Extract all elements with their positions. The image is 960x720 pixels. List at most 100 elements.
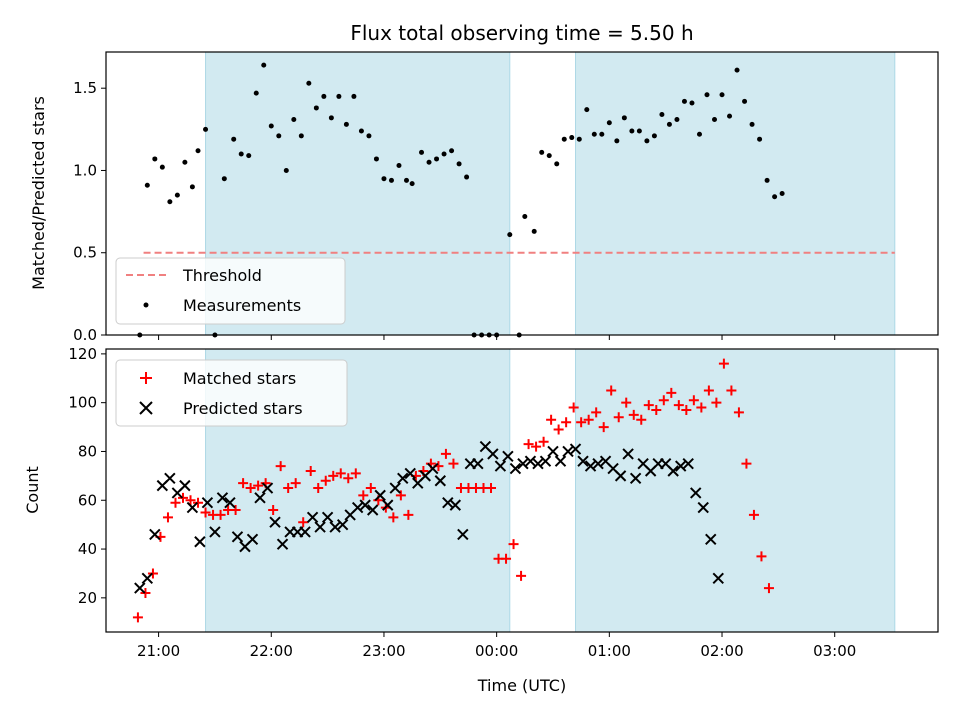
y-tick-label: 60: [78, 491, 97, 509]
matched-stars-point: [666, 387, 677, 398]
y-tick-label: 20: [78, 589, 97, 607]
measurement-point: [403, 177, 409, 183]
measurement-point: [749, 121, 755, 127]
measurement-point: [674, 116, 680, 122]
measurement-point: [253, 90, 259, 96]
measurement-point: [659, 112, 665, 118]
matched-stars-point: [733, 407, 744, 418]
matched-stars-point: [546, 414, 557, 425]
measurement-point: [189, 184, 195, 190]
matched-stars-point: [508, 539, 519, 550]
measurement-point: [167, 199, 173, 205]
predicted-stars-point: [547, 445, 559, 458]
ratio-panel-legend: Threshold Measurements: [115, 257, 346, 325]
predicted-stars-point: [592, 457, 604, 470]
measurement-point: [328, 115, 334, 121]
predicted-stars-point: [134, 582, 146, 594]
matched-stars-point: [350, 468, 361, 479]
predicted-stars-point: [194, 536, 206, 548]
matched-stars-point: [516, 570, 527, 581]
matched-stars-point: [178, 492, 189, 503]
matched-stars-point: [328, 470, 339, 481]
matched-stars-point: [313, 483, 324, 494]
measurement-point: [182, 159, 188, 165]
matched-stars-point: [636, 414, 647, 425]
y-tick-label: 80: [78, 442, 97, 460]
measurement-point: [268, 123, 274, 129]
matched-stars-point: [305, 465, 316, 476]
x-tick-label: 21:00: [137, 642, 180, 660]
measurement-point: [576, 136, 582, 142]
predicted-stars-point: [306, 511, 319, 524]
measurement-point: [704, 92, 710, 98]
matched-stars-point: [756, 551, 767, 562]
count-legend-box: [115, 359, 348, 427]
measurement-point: [546, 153, 552, 159]
measurement-point: [464, 174, 470, 180]
matched-stars-point: [763, 583, 774, 594]
predicted-stars-point: [179, 479, 191, 492]
matched-stars-point: [343, 473, 354, 484]
predicted-stars-point: [216, 492, 229, 504]
predicted-stars-point: [562, 445, 574, 458]
matched-stars-point: [523, 439, 534, 450]
measurement-point: [531, 228, 537, 234]
predicted-stars-point: [299, 526, 311, 538]
predicted-stars-point: [374, 489, 386, 502]
matched-stars-point: [681, 404, 692, 415]
measurement-point: [343, 121, 349, 127]
predicted-stars-point: [494, 460, 507, 472]
matched-stars-point: [170, 497, 181, 508]
matched-stars-point: [613, 412, 624, 423]
predicted-stars-point: [261, 482, 274, 494]
measurement-point: [591, 131, 597, 137]
predicted-stars-point: [224, 496, 236, 509]
measurement-point: [772, 194, 778, 200]
ratio-legend-box: [115, 257, 346, 325]
y-tick-label: 0.0: [73, 326, 97, 344]
predicted-stars-point: [697, 501, 709, 514]
measurement-point: [306, 80, 312, 86]
measurement-point: [366, 133, 372, 139]
predicted-stars-point: [690, 487, 702, 499]
matched-stars-point: [395, 490, 406, 501]
measurement-point: [246, 153, 252, 159]
measurement-point: [719, 92, 725, 98]
predicted-stars-point: [254, 492, 266, 504]
x-axis-label: Time (UTC): [477, 676, 566, 695]
measurement-point: [441, 151, 447, 157]
predicted-stars-point: [149, 528, 161, 541]
matched-stars-point: [718, 358, 729, 369]
matched-stars-point: [606, 385, 617, 396]
measurement-point: [396, 163, 402, 169]
matched-stars-point: [538, 436, 549, 447]
measurement-point: [621, 115, 627, 121]
count-panel: 21:00 22:00 23:00 00:00 01:00 02:00 03:00 20 40…: [23, 345, 939, 695]
matched-stars-point: [268, 505, 279, 516]
matched-stars-point: [448, 458, 459, 469]
measurement-point: [321, 93, 327, 99]
matched-stars-point: [200, 507, 211, 518]
matched-stars-point: [598, 422, 609, 433]
y-tick-label: 120: [68, 345, 97, 363]
matched-stars-point: [335, 468, 346, 479]
measurement-point: [569, 135, 575, 141]
measurement-point: [388, 177, 394, 183]
matched-stars-point: [147, 568, 158, 579]
matched-stars-point: [696, 402, 707, 413]
measurement-point: [276, 133, 282, 139]
predicted-stars-point: [397, 472, 409, 485]
matched-stars-point: [711, 397, 722, 408]
matched-stars-point: [140, 587, 151, 598]
matched-stars-point: [185, 495, 196, 506]
ratio-panel-frame: [105, 51, 939, 336]
matched-stars-point: [726, 385, 737, 396]
predicted-stars-point: [442, 496, 454, 509]
predicted-legend-label: Predicted stars: [183, 399, 303, 418]
matched-stars-point: [628, 409, 639, 420]
measurement-point: [734, 67, 740, 73]
predicted-stars-point: [382, 499, 394, 511]
predicted-stars-point: [457, 528, 469, 541]
predicted-stars-point: [186, 501, 199, 514]
predicted-stars-point: [705, 533, 717, 546]
